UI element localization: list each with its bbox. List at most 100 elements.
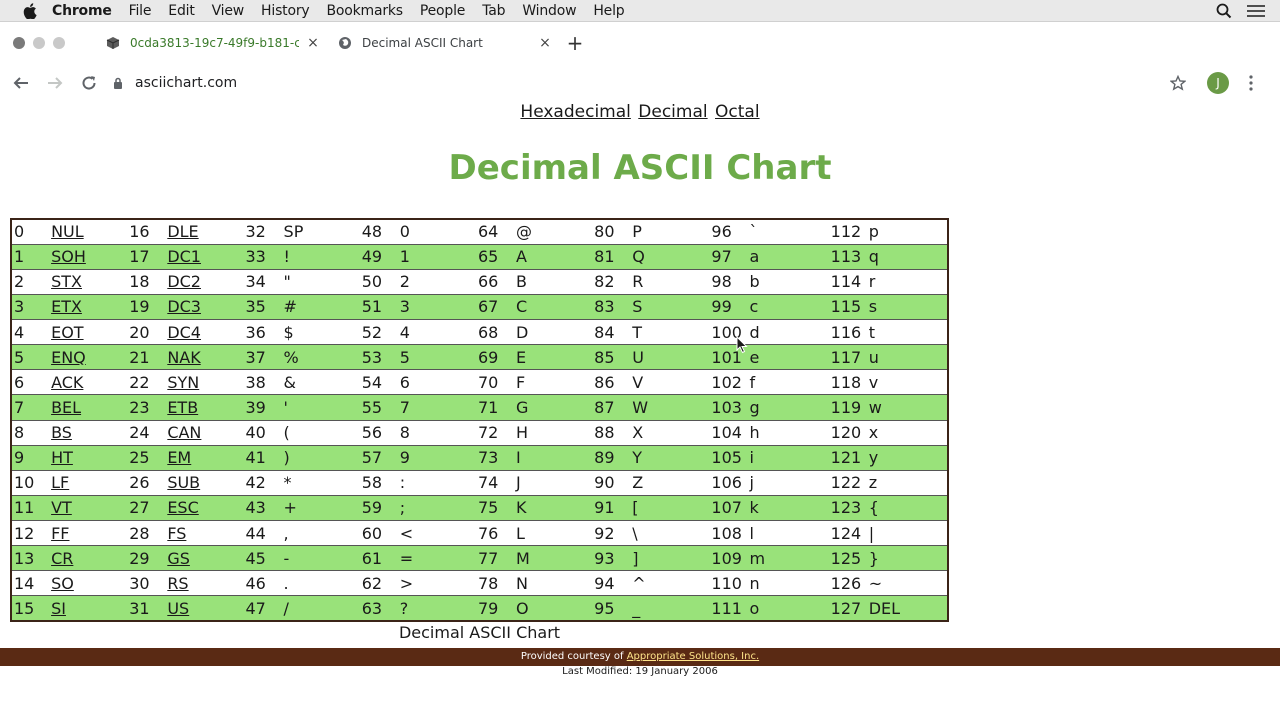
character-cell[interactable]: BS <box>51 420 128 446</box>
character-cell[interactable]: EOT <box>51 319 128 346</box>
close-window-button[interactable] <box>13 37 25 49</box>
control-char-link[interactable]: ETX <box>51 297 82 317</box>
search-icon[interactable] <box>1216 3 1232 19</box>
control-char-link[interactable]: ENQ <box>51 347 86 367</box>
menu-bookmarks[interactable]: Bookmarks <box>326 2 403 19</box>
control-char-link[interactable]: SO <box>51 573 74 593</box>
menu-view[interactable]: View <box>211 2 245 19</box>
character-cell[interactable]: ETX <box>51 294 128 321</box>
nav-decimal-link[interactable]: Decimal <box>638 102 708 122</box>
profile-avatar[interactable]: J <box>1207 72 1229 94</box>
control-char-link[interactable]: CR <box>51 548 74 568</box>
decimal-code-cell: 120 <box>828 420 869 446</box>
character-cell[interactable]: VT <box>51 495 128 522</box>
control-char-link[interactable]: DC4 <box>167 322 201 342</box>
character-cell[interactable]: SYN <box>167 369 244 396</box>
control-char-link[interactable]: SUB <box>167 473 201 493</box>
nav-octal-link[interactable]: Octal <box>715 102 760 122</box>
character-cell[interactable]: CAN <box>167 420 244 446</box>
lock-icon[interactable] <box>113 77 125 89</box>
control-char-link[interactable]: SYN <box>167 372 200 392</box>
control-char-link[interactable]: VT <box>51 498 72 518</box>
control-char-link[interactable]: NAK <box>167 347 201 367</box>
control-char-link[interactable]: FS <box>167 523 187 543</box>
control-char-link[interactable]: EM <box>167 448 192 468</box>
control-char-link[interactable]: DC1 <box>167 247 201 267</box>
control-char-link[interactable]: NUL <box>51 222 84 242</box>
control-char-link[interactable]: FF <box>51 523 70 543</box>
control-char-link[interactable]: DC3 <box>167 297 201 317</box>
character-cell[interactable]: CR <box>51 545 128 572</box>
control-char-link[interactable]: SI <box>51 598 66 618</box>
control-char-link[interactable]: ESC <box>167 498 199 518</box>
control-char-link[interactable]: BEL <box>51 397 82 417</box>
character-cell[interactable]: BEL <box>51 394 128 421</box>
control-char-link[interactable]: DLE <box>167 222 199 242</box>
character-cell[interactable]: DC1 <box>167 244 244 270</box>
character-cell[interactable]: LF <box>51 470 128 496</box>
control-char-link[interactable]: STX <box>51 272 82 292</box>
control-char-link[interactable]: RS <box>167 573 189 593</box>
character-cell[interactable]: HT <box>51 445 128 471</box>
control-char-link[interactable]: SOH <box>51 247 86 267</box>
control-char-link[interactable]: LF <box>51 473 70 493</box>
menu-app-name[interactable]: Chrome <box>52 2 112 19</box>
control-char-link[interactable]: ETB <box>167 397 199 417</box>
menu-window[interactable]: Window <box>522 2 577 19</box>
character-cell[interactable]: EM <box>167 445 244 471</box>
minimize-window-button[interactable] <box>33 37 45 49</box>
back-button[interactable] <box>7 69 35 97</box>
control-center-icon[interactable] <box>1246 4 1266 18</box>
tab-close-button[interactable]: × <box>539 35 551 51</box>
menu-people[interactable]: People <box>419 2 466 19</box>
tab-close-button[interactable]: × <box>307 35 319 51</box>
apple-icon[interactable] <box>22 2 38 19</box>
character-cell[interactable]: SO <box>51 570 128 597</box>
control-char-link[interactable]: ACK <box>51 372 84 392</box>
control-char-link[interactable]: BS <box>51 423 72 443</box>
character-cell[interactable]: NAK <box>167 344 244 371</box>
menu-kebab-icon[interactable] <box>1243 73 1259 93</box>
address-bar[interactable]: asciichart.com <box>113 75 237 91</box>
control-char-link[interactable]: GS <box>167 548 190 568</box>
new-tab-button[interactable]: + <box>566 31 584 55</box>
character-cell[interactable]: GS <box>167 545 244 572</box>
control-char-link[interactable]: HT <box>51 448 73 468</box>
character-cell[interactable]: DC2 <box>167 269 244 295</box>
control-char-link[interactable]: EOT <box>51 322 84 342</box>
character-cell: L <box>516 520 593 547</box>
character-cell[interactable]: SI <box>51 595 128 622</box>
character-cell[interactable]: RS <box>167 570 244 597</box>
nav-hexadecimal-link[interactable]: Hexadecimal <box>520 102 631 122</box>
menu-tab[interactable]: Tab <box>482 2 506 19</box>
character-cell[interactable]: STX <box>51 269 128 295</box>
character-cell[interactable]: FF <box>51 520 128 547</box>
tab-uuid[interactable]: 0cda3813-19c7-49f9-b181-c0 × <box>97 28 329 58</box>
character-cell[interactable]: US <box>167 595 244 622</box>
character-cell[interactable]: ACK <box>51 369 128 396</box>
forward-button[interactable] <box>41 69 69 97</box>
bookmark-star-icon[interactable] <box>1168 73 1188 93</box>
character-cell[interactable]: FS <box>167 520 244 547</box>
control-char-link[interactable]: DC2 <box>167 272 201 292</box>
menu-edit[interactable]: Edit <box>168 2 195 19</box>
character-cell[interactable]: NUL <box>51 219 128 245</box>
control-char-link[interactable]: CAN <box>167 423 202 443</box>
character-cell[interactable]: ETB <box>167 394 244 421</box>
character-cell[interactable]: ENQ <box>51 344 128 371</box>
url-text[interactable]: asciichart.com <box>135 75 238 91</box>
character-cell[interactable]: ESC <box>167 495 244 522</box>
character-cell[interactable]: DC3 <box>167 294 244 321</box>
character-cell[interactable]: SUB <box>167 470 244 496</box>
character-cell[interactable]: SOH <box>51 244 128 270</box>
menu-file[interactable]: File <box>128 2 152 19</box>
menu-help[interactable]: Help <box>593 2 625 19</box>
zoom-window-button[interactable] <box>53 37 65 49</box>
character-cell[interactable]: DLE <box>167 219 244 245</box>
appropriate-solutions-link[interactable]: Appropriate Solutions, Inc. <box>626 651 760 662</box>
character-cell[interactable]: DC4 <box>167 319 244 346</box>
reload-button[interactable] <box>75 69 103 97</box>
menu-history[interactable]: History <box>261 2 310 19</box>
control-char-link[interactable]: US <box>167 598 190 618</box>
tab-decimal-ascii-chart[interactable]: Decimal ASCII Chart × <box>329 28 561 58</box>
